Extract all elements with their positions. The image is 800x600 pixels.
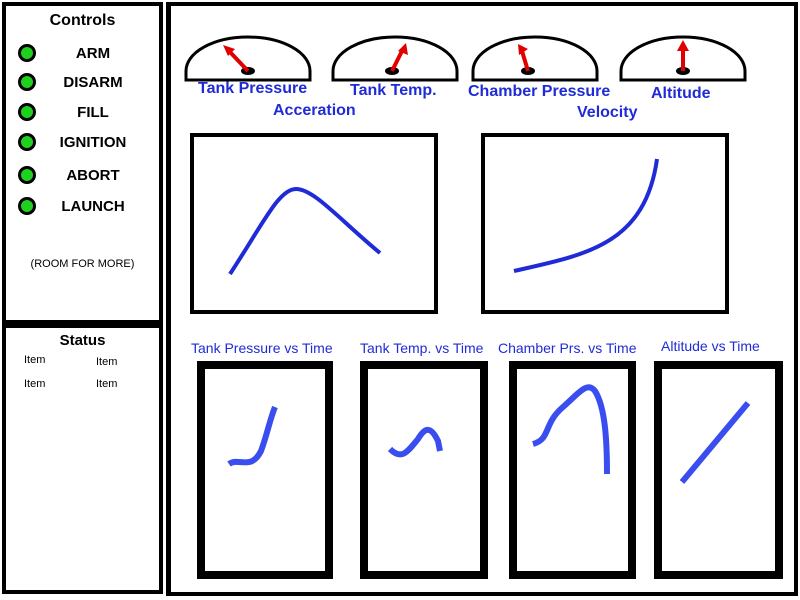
status-led-icon: [18, 73, 36, 91]
tank-pressure-plot: [197, 361, 333, 579]
arm-button[interactable]: ARM: [18, 42, 138, 64]
status-led-icon: [18, 197, 36, 215]
acceleration-chart: [190, 133, 438, 314]
gauge-needle-icon: [227, 49, 250, 73]
gauge-needle-icon: [520, 50, 530, 72]
status-led-icon: [18, 133, 36, 151]
status-item: Item: [96, 378, 118, 390]
tank-pressure-label: Tank Pressure: [198, 80, 308, 97]
altitude-plot-label: Altitude vs Time: [661, 338, 760, 354]
ignition-label: IGNITION: [59, 133, 127, 151]
abort-label: ABORT: [66, 166, 120, 184]
altitude-gauge: [619, 35, 747, 82]
tank-temp-plot: [360, 361, 488, 579]
altitude-label: Altitude: [651, 85, 711, 102]
disarm-button[interactable]: DISARM: [18, 71, 138, 93]
acceleration-curve: [228, 186, 382, 276]
launch-label: LAUNCH: [61, 197, 125, 215]
chamber-prs-plot: [509, 361, 636, 579]
status-title: Status: [59, 332, 106, 349]
abort-button[interactable]: ABORT: [18, 164, 138, 186]
tank-temp-gauge: [331, 35, 459, 82]
chamber-prs-plot-label: Chamber Prs. vs Time: [498, 340, 637, 356]
velocity-chart: [481, 133, 729, 314]
room-for-more-note: (ROOM FOR MORE): [30, 258, 135, 270]
ignition-button[interactable]: IGNITION: [18, 131, 138, 153]
velocity-label: Velocity: [577, 104, 638, 121]
tank-temp-label: Tank Temp.: [350, 82, 437, 99]
tank-pressure-gauge: [184, 35, 312, 82]
tank-pressure-plot-curve: [227, 405, 278, 467]
tank-temp-plot-label: Tank Temp. vs Time: [360, 340, 484, 356]
altitude-plot-curve: [679, 401, 751, 484]
chamber-pressure-gauge: [471, 35, 599, 82]
status-led-icon: [18, 103, 36, 121]
fill-button[interactable]: FILL: [18, 101, 138, 123]
arm-label: ARM: [75, 44, 111, 62]
chamber-prs-plot-curve: [531, 384, 610, 475]
controls-title: Controls: [49, 12, 116, 29]
acceleration-label: Acceration: [273, 102, 356, 119]
tank-pressure-plot-label: Tank Pressure vs Time: [191, 340, 333, 356]
velocity-curve: [513, 158, 659, 273]
launch-button[interactable]: LAUNCH: [18, 195, 138, 217]
status-led-icon: [18, 44, 36, 62]
status-item: Item: [24, 378, 46, 390]
status-panel: Status Item Item Item Item: [2, 324, 163, 594]
altitude-plot: [654, 361, 783, 579]
chamber-pressure-label: Chamber Pressure: [468, 83, 611, 100]
gauge-needle-icon: [390, 50, 404, 72]
status-led-icon: [18, 166, 36, 184]
disarm-label: DISARM: [63, 73, 123, 91]
status-item: Item: [96, 356, 118, 368]
tank-temp-plot-curve: [387, 426, 443, 458]
status-item: Item: [24, 354, 46, 366]
controls-panel: Controls ARM DISARM FILL IGNITION ABORT …: [2, 2, 163, 324]
fill-label: FILL: [77, 103, 109, 121]
